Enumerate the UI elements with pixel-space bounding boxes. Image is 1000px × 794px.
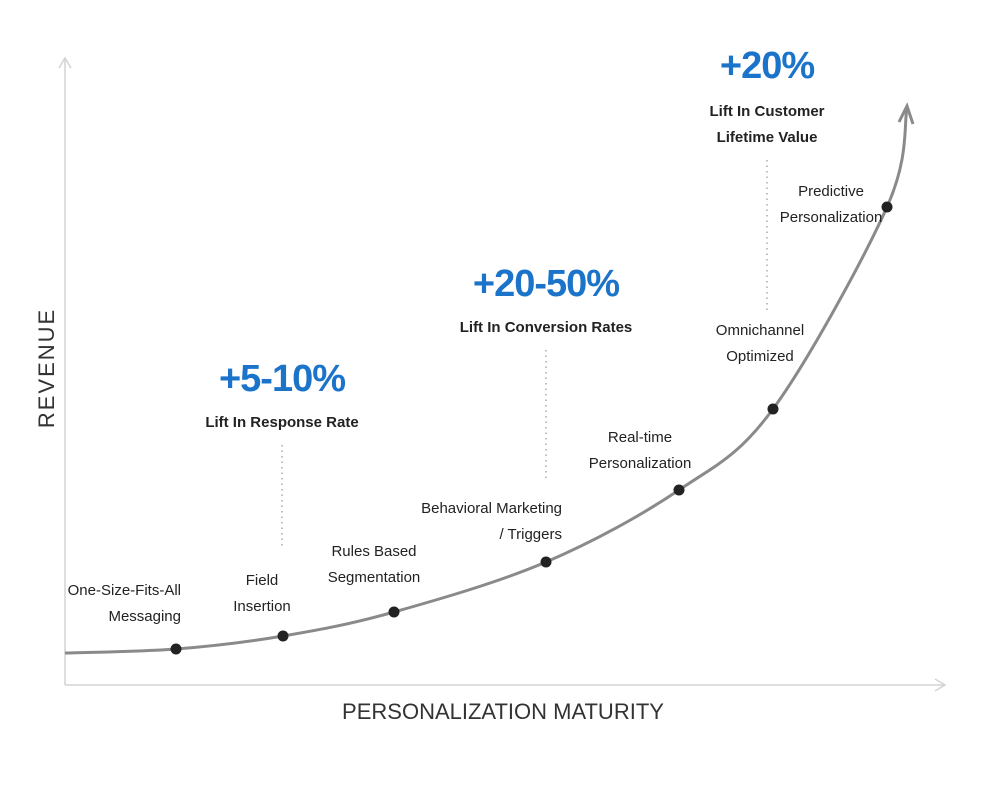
stage-label: Behavioral Marketing: [421, 500, 562, 517]
callout-value: +5-10%: [219, 358, 345, 400]
stage-dot: [170, 643, 182, 655]
callout-value: +20-50%: [473, 263, 619, 305]
stage-label: Real-time: [608, 429, 672, 446]
stage-label: Omnichannel: [716, 322, 804, 339]
stage-label: Insertion: [233, 598, 291, 615]
stage-label: Personalization: [780, 209, 883, 226]
callout-caption: Lift In Conversion Rates: [460, 319, 633, 336]
x-axis-arrow: [934, 678, 947, 692]
stage-label: Field: [246, 572, 279, 589]
y-axis-label: REVENUE: [34, 308, 59, 428]
stage-dot: [540, 556, 552, 568]
stage-label: Personalization: [589, 455, 692, 472]
stage-label: Optimized: [726, 348, 794, 365]
content: One-Size-Fits-All Messaging Field Insertion…: [64, 45, 915, 655]
growth-curve: [64, 107, 909, 655]
stage-label: Predictive: [798, 183, 864, 200]
x-axis-label: PERSONALIZATION MATURITY: [342, 699, 664, 724]
callout-caption: Lift In Customer: [710, 103, 825, 120]
stage-label: Segmentation: [328, 569, 421, 586]
callout-value: +20%: [720, 45, 814, 87]
callout-caption: Lift In Response Rate: [205, 414, 358, 431]
stage-dot: [881, 201, 893, 213]
stage-dot: [767, 403, 779, 415]
stage-dot: [673, 484, 685, 496]
stage-label: Messaging: [108, 608, 181, 625]
stage-dot: [388, 606, 400, 618]
y-axis-arrow: [58, 56, 72, 69]
stage-label: / Triggers: [499, 526, 562, 543]
stage-label: Rules Based: [331, 543, 416, 560]
stage-dot: [277, 630, 289, 642]
stage-label: One-Size-Fits-All: [68, 582, 181, 599]
callout-caption: Lifetime Value: [717, 129, 818, 146]
curve-arrow: [897, 102, 915, 125]
